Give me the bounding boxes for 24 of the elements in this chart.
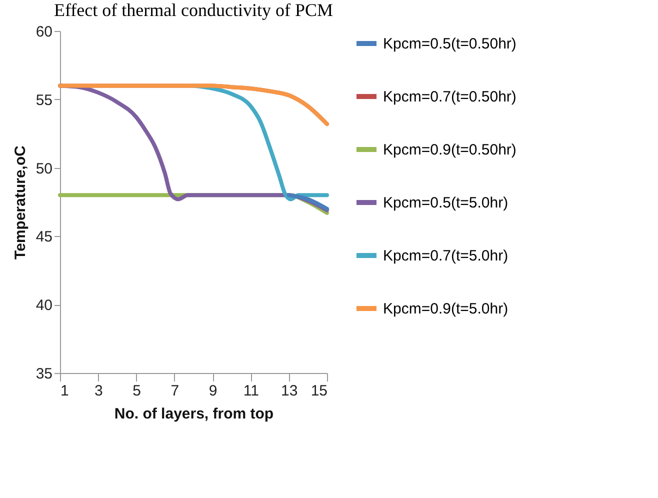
y-axis-title: Temperature,oC xyxy=(12,145,29,260)
x-axis-title: No. of layers, from top xyxy=(114,406,274,422)
y-tick-label: 60 xyxy=(36,24,52,40)
y-tick-label: 35 xyxy=(36,366,52,382)
legend-label: Kpcm=0.9(t=5.0hr) xyxy=(383,300,508,318)
x-tick-label: 13 xyxy=(281,382,298,400)
y-tick-label: 45 xyxy=(36,228,52,246)
x-tick-label: 5 xyxy=(132,382,141,400)
x-tick-label: 7 xyxy=(170,382,180,400)
legend-label: Kpcm=0.7(t=5.0hr) xyxy=(383,248,508,264)
y-tick-label: 55 xyxy=(36,92,52,109)
x-tick-label: 9 xyxy=(208,382,218,400)
legend-label: Kpcm=0.5(t=0.50hr) xyxy=(383,36,516,52)
y-tick-label: 40 xyxy=(36,297,52,314)
y-tick-label: 50 xyxy=(36,160,52,178)
x-tick-label: 1 xyxy=(60,382,69,400)
legend-label: Kpcm=0.5(t=5.0hr) xyxy=(383,194,508,212)
line-series xyxy=(58,84,329,126)
x-tick-label: 11 xyxy=(243,382,260,400)
legend-label: Kpcm=0.7(t=0.50hr) xyxy=(383,88,516,106)
x-tick-label: 15 xyxy=(310,382,328,400)
chart-title: Effect of thermal conductivity of PCM xyxy=(54,0,334,20)
x-tick-label: 3 xyxy=(94,382,103,400)
legend-label: Kpcm=0.9(t=0.50hr) xyxy=(383,142,516,158)
